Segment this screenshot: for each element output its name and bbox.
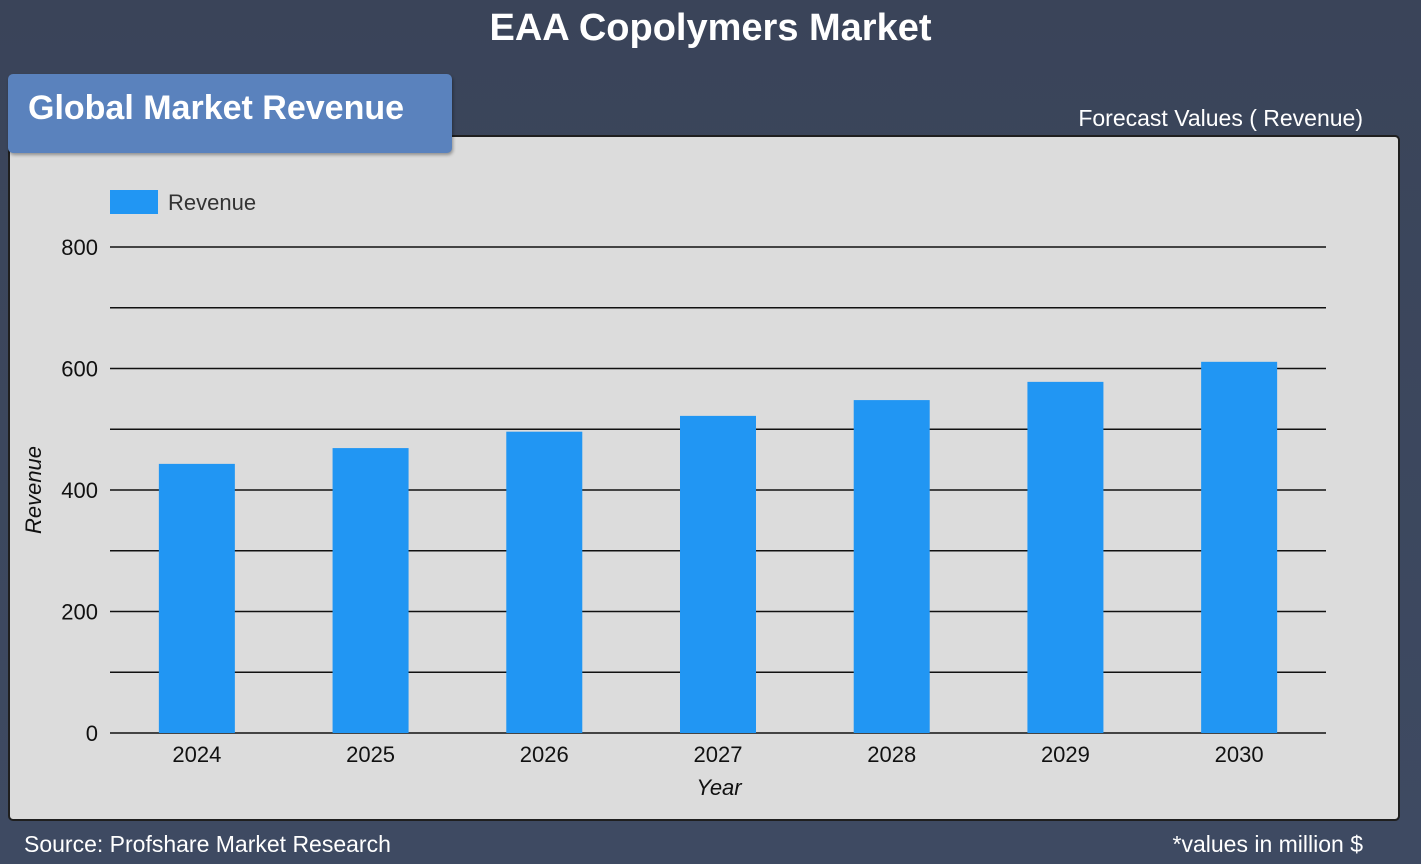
x-tick-2026: 2026	[520, 742, 569, 767]
bar-2025	[332, 448, 409, 733]
page-title: EAA Copolymers Market	[489, 7, 932, 49]
y-tick-800: 800	[61, 235, 98, 260]
y-tick-0: 0	[86, 721, 98, 746]
y-tick-600: 600	[61, 357, 98, 382]
x-tick-2027: 2027	[694, 742, 743, 767]
bars	[158, 361, 1278, 733]
legend-label-revenue: Revenue	[168, 190, 256, 215]
x-tick-labels: 2024 2025 2026 2027 2028 2029 2030	[172, 742, 1263, 767]
forecast-label: Forecast Values ( Revenue)	[1078, 105, 1363, 131]
y-axis-label: Revenue	[21, 446, 46, 534]
x-tick-2029: 2029	[1041, 742, 1090, 767]
bar-2024	[158, 463, 235, 733]
x-tick-2028: 2028	[867, 742, 916, 767]
x-axis-label: Year	[696, 775, 743, 800]
units-note: *values in million $	[1172, 831, 1363, 857]
badge-label: Global Market Revenue	[28, 89, 405, 127]
y-tick-labels: 0 200 400 600 800	[61, 235, 98, 746]
bar-2027	[680, 415, 756, 733]
y-tick-200: 200	[61, 600, 98, 625]
bar-2026	[506, 431, 583, 733]
global-market-revenue-badge: Global Market Revenue	[8, 74, 452, 153]
bar-2028	[853, 400, 930, 733]
x-tick-2024: 2024	[172, 742, 221, 767]
x-tick-2030: 2030	[1215, 742, 1264, 767]
source-note: Source: Profshare Market Research	[24, 831, 391, 857]
x-tick-2025: 2025	[346, 742, 395, 767]
y-tick-400: 400	[61, 478, 98, 503]
legend-swatch-revenue	[110, 190, 158, 214]
legend: Revenue	[110, 190, 256, 215]
bar-2029	[1027, 381, 1104, 733]
bar-2030	[1201, 361, 1278, 733]
